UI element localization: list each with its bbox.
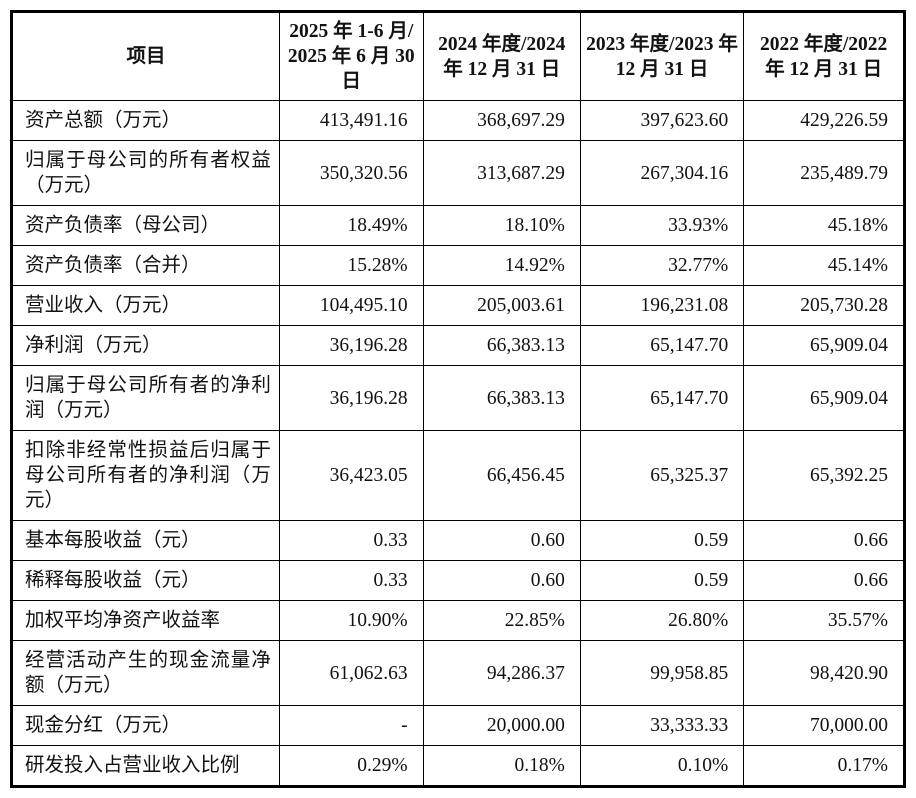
cell-value: 20,000.00 (422, 705, 581, 746)
table-row: 扣除非经常性损益后归属于母公司所有者的净利润（万元） 36,423.05 66,45… (11, 430, 905, 521)
cell-value: 397,623.60 (579, 100, 745, 141)
table-row: 营业收入（万元） 104,495.10 205,003.61 196,231.08 20… (11, 285, 905, 326)
row-label: 现金分红（万元） (11, 705, 280, 746)
cell-value: 267,304.16 (579, 140, 745, 206)
table-row: 加权平均净资产收益率 10.90% 22.85% 26.80% 35.57% (11, 600, 905, 641)
cell-value: 66,456.45 (422, 430, 581, 521)
row-label: 净利润（万元） (11, 325, 280, 366)
table-row: 归属于母公司的所有者权益（万元） 350,320.56 313,687.29 267,… (11, 140, 905, 206)
cell-value: 36,196.28 (278, 325, 424, 366)
header-row: 项目 2025 年 1-6 月/2025 年 6 月 30 日 2024 年度/20… (11, 11, 905, 101)
cell-value: 33.93% (579, 205, 745, 246)
cell-value: 66,383.13 (422, 325, 581, 366)
row-label: 加权平均净资产收益率 (11, 600, 280, 641)
row-label: 归属于母公司的所有者权益（万元） (11, 140, 280, 206)
cell-value: 0.59 (579, 520, 745, 561)
cell-value: 45.14% (743, 245, 905, 286)
cell-value: 18.10% (422, 205, 581, 246)
column-header-item: 项目 (11, 11, 280, 101)
cell-value: 22.85% (422, 600, 581, 641)
cell-value: 65,392.25 (743, 430, 905, 521)
cell-value: 65,909.04 (743, 365, 905, 431)
cell-value: 32.77% (579, 245, 745, 286)
cell-value: 15.28% (278, 245, 424, 286)
cell-value: 0.60 (422, 560, 581, 601)
cell-value: 104,495.10 (278, 285, 424, 326)
financial-summary-table: 项目 2025 年 1-6 月/2025 年 6 月 30 日 2024 年度/20… (10, 10, 906, 788)
cell-value: 0.29% (278, 745, 424, 787)
cell-value: - (278, 705, 424, 746)
cell-value: 0.10% (579, 745, 745, 787)
row-label: 归属于母公司所有者的净利润（万元） (11, 365, 280, 431)
cell-value: 66,383.13 (422, 365, 581, 431)
cell-value: 0.33 (278, 560, 424, 601)
table-row: 稀释每股收益（元） 0.33 0.60 0.59 0.66 (11, 560, 905, 601)
cell-value: 99,958.85 (579, 640, 745, 706)
table-row: 经营活动产生的现金流量净额（万元） 61,062.63 94,286.37 99,95… (11, 640, 905, 706)
table-row: 研发投入占营业收入比例 0.29% 0.18% 0.10% 0.17% (11, 745, 905, 787)
table-row: 资产负债率（合并） 15.28% 14.92% 32.77% 45.14% (11, 245, 905, 286)
cell-value: 0.59 (579, 560, 745, 601)
row-label: 扣除非经常性损益后归属于母公司所有者的净利润（万元） (11, 430, 280, 521)
column-header-period: 2022 年度/2022 年 12 月 31 日 (743, 11, 905, 101)
cell-value: 65,147.70 (579, 365, 745, 431)
cell-value: 0.66 (743, 520, 905, 561)
cell-value: 98,420.90 (743, 640, 905, 706)
cell-value: 65,147.70 (579, 325, 745, 366)
column-header-period: 2025 年 1-6 月/2025 年 6 月 30 日 (278, 11, 424, 101)
cell-value: 18.49% (278, 205, 424, 246)
cell-value: 36,196.28 (278, 365, 424, 431)
cell-value: 235,489.79 (743, 140, 905, 206)
cell-value: 0.66 (743, 560, 905, 601)
table-body: 资产总额（万元） 413,491.16 368,697.29 397,623.60 42… (11, 100, 905, 787)
table-row: 归属于母公司所有者的净利润（万元） 36,196.28 66,383.13 65,14… (11, 365, 905, 431)
row-label: 资产负债率（母公司） (11, 205, 280, 246)
table-row: 资产总额（万元） 413,491.16 368,697.29 397,623.60 42… (11, 100, 905, 141)
cell-value: 413,491.16 (278, 100, 424, 141)
row-label: 研发投入占营业收入比例 (11, 745, 280, 787)
cell-value: 368,697.29 (422, 100, 581, 141)
row-label: 资产负债率（合并） (11, 245, 280, 286)
cell-value: 65,325.37 (579, 430, 745, 521)
cell-value: 196,231.08 (579, 285, 745, 326)
cell-value: 45.18% (743, 205, 905, 246)
cell-value: 14.92% (422, 245, 581, 286)
table-row: 基本每股收益（元） 0.33 0.60 0.59 0.66 (11, 520, 905, 561)
cell-value: 429,226.59 (743, 100, 905, 141)
row-label: 营业收入（万元） (11, 285, 280, 326)
cell-value: 36,423.05 (278, 430, 424, 521)
row-label: 稀释每股收益（元） (11, 560, 280, 601)
cell-value: 350,320.56 (278, 140, 424, 206)
row-label: 资产总额（万元） (11, 100, 280, 141)
cell-value: 10.90% (278, 600, 424, 641)
table-row: 资产负债率（母公司） 18.49% 18.10% 33.93% 45.18% (11, 205, 905, 246)
cell-value: 205,730.28 (743, 285, 905, 326)
cell-value: 33,333.33 (579, 705, 745, 746)
cell-value: 0.60 (422, 520, 581, 561)
cell-value: 61,062.63 (278, 640, 424, 706)
row-label: 经营活动产生的现金流量净额（万元） (11, 640, 280, 706)
table-row: 现金分红（万元） -20,000.00 33,333.33 70,000.00 (11, 705, 905, 746)
cell-value: 0.33 (278, 520, 424, 561)
cell-value: 70,000.00 (743, 705, 905, 746)
cell-value: 94,286.37 (422, 640, 581, 706)
cell-value: 0.17% (743, 745, 905, 787)
cell-value: 0.18% (422, 745, 581, 787)
table-row: 净利润（万元） 36,196.28 66,383.13 65,147.70 65,909… (11, 325, 905, 366)
column-header-period: 2024 年度/2024 年 12 月 31 日 (422, 11, 581, 101)
row-label: 基本每股收益（元） (11, 520, 280, 561)
cell-value: 35.57% (743, 600, 905, 641)
column-header-period: 2023 年度/2023 年 12 月 31 日 (579, 11, 745, 101)
cell-value: 205,003.61 (422, 285, 581, 326)
cell-value: 65,909.04 (743, 325, 905, 366)
cell-value: 26.80% (579, 600, 745, 641)
cell-value: 313,687.29 (422, 140, 581, 206)
